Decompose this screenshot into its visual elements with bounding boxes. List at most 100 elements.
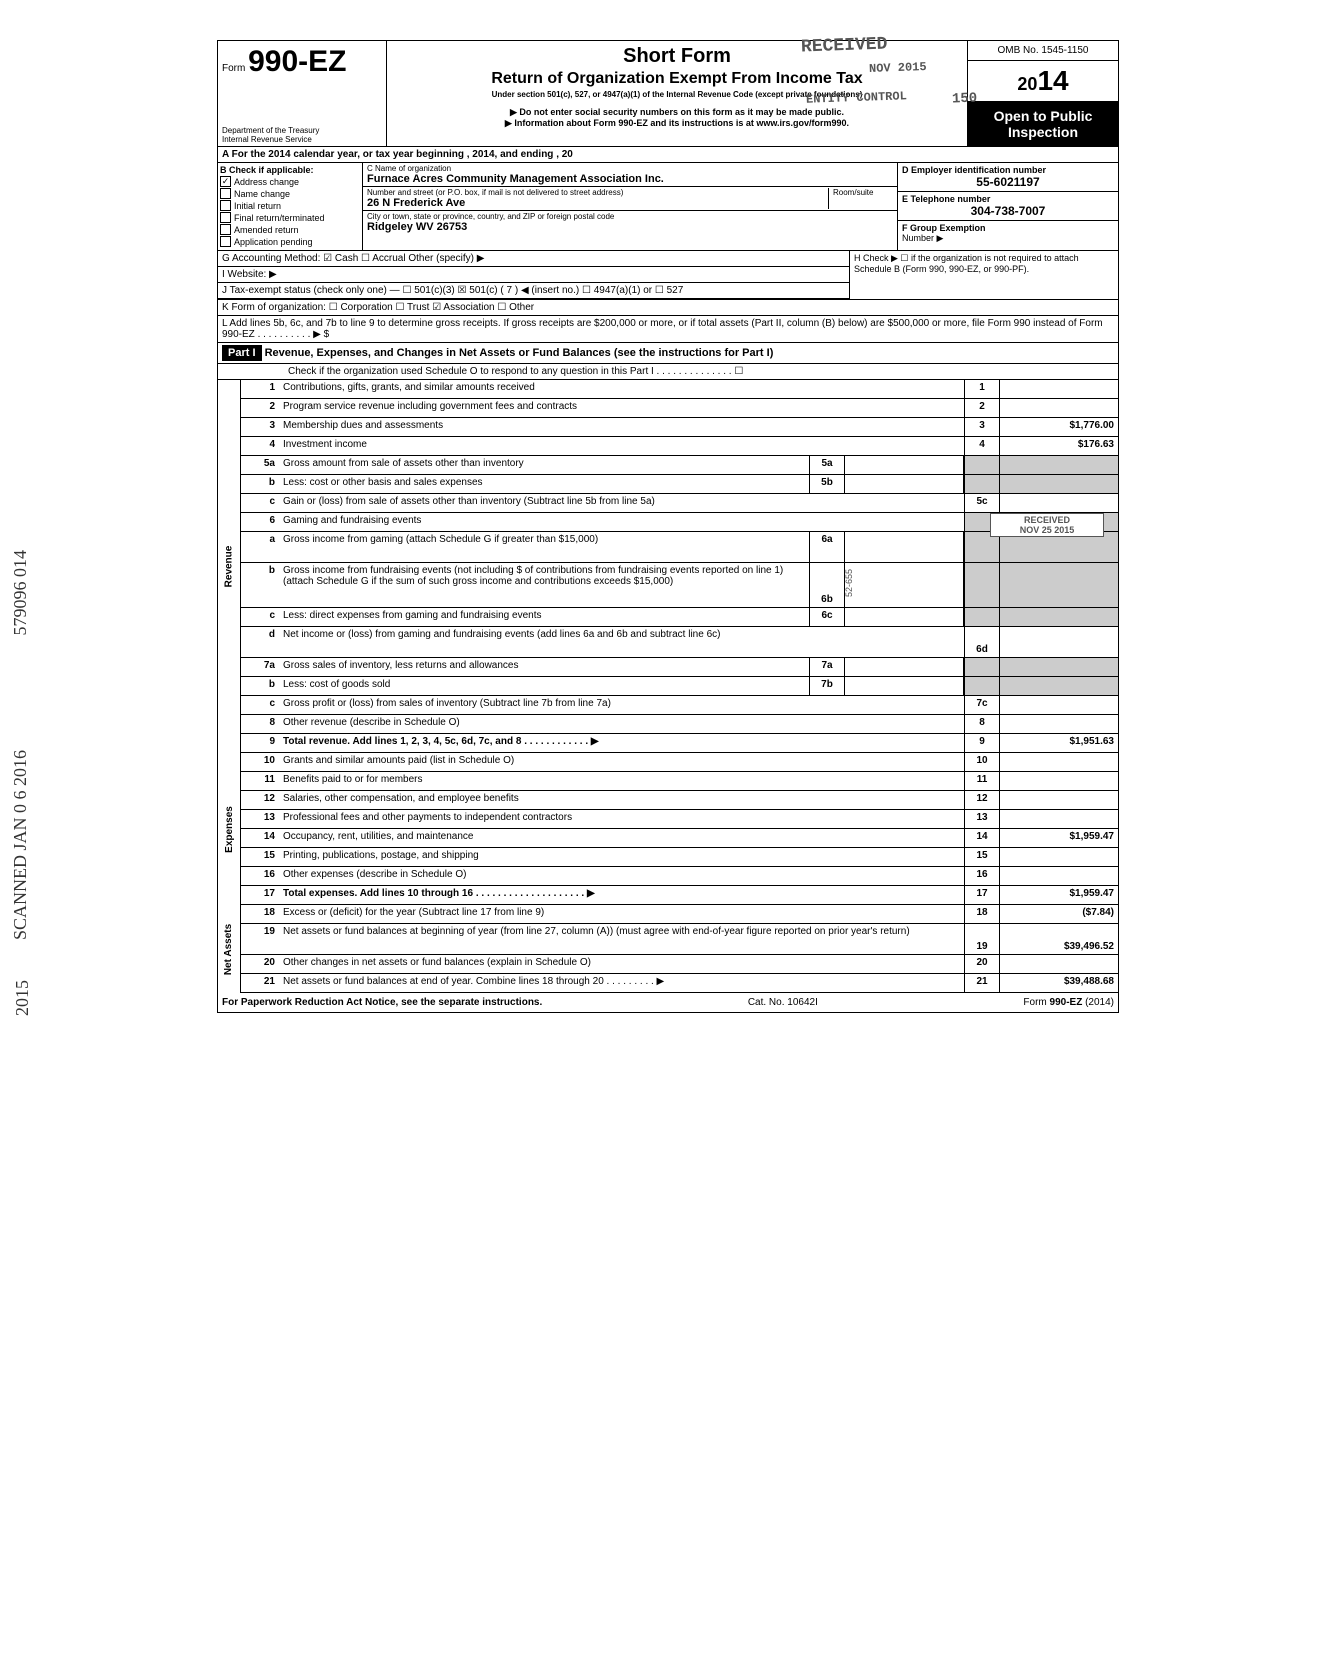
footer: For Paperwork Reduction Act Notice, see …: [218, 993, 1118, 1012]
l7a-mval: [845, 658, 964, 676]
l4-rnum: 4: [964, 437, 1000, 455]
l6d-rnum: 6d: [964, 627, 1000, 657]
l6a-mnum: 6a: [809, 532, 845, 562]
side-mark-2: SCANNED JAN 0 6 2016: [10, 750, 31, 940]
l13-desc: Professional fees and other payments to …: [279, 810, 964, 828]
line-h-schedule-b: H Check ▶ ☐ if the organization is not r…: [849, 251, 1118, 299]
l8-rval: [1000, 715, 1118, 733]
cb-address-change[interactable]: ✓Address change: [220, 176, 360, 187]
line-k-form-org: K Form of organization: ☐ Corporation ☐ …: [218, 300, 1118, 316]
form-number: 990-EZ: [248, 45, 346, 78]
l1-rval: [1000, 380, 1118, 398]
l5a-desc: Gross amount from sale of assets other t…: [279, 456, 809, 474]
l7b-num: b: [241, 677, 279, 695]
l6b-rshade: [964, 563, 1000, 607]
l6-num: 6: [241, 513, 279, 531]
l6d-num: d: [241, 627, 279, 657]
l19-desc: Net assets or fund balances at beginning…: [279, 924, 964, 954]
l19-rnum: 19: [964, 924, 1000, 954]
line-g-accounting: G Accounting Method: ☑ Cash ☐ Accrual Ot…: [218, 251, 849, 267]
open-line2: Inspection: [970, 124, 1116, 140]
l6a-num: a: [241, 532, 279, 562]
l5a-mnum: 5a: [809, 456, 845, 474]
l6c-rvalshade: [1000, 608, 1118, 626]
l2-rnum: 2: [964, 399, 1000, 417]
l18-desc: Excess or (deficit) for the year (Subtra…: [279, 905, 964, 923]
expenses-label: Expenses: [224, 806, 235, 853]
arrow-info: ▶ Information about Form 990-EZ and its …: [391, 118, 963, 129]
stamp-box-l1: RECEIVED: [992, 515, 1102, 525]
l3-desc: Membership dues and assessments: [279, 418, 964, 436]
part1-header-row: Part I Revenue, Expenses, and Changes in…: [218, 343, 1118, 364]
l15-rval: [1000, 848, 1118, 866]
f-group-label2: Number ▶: [902, 233, 1114, 244]
l6c-rshade: [964, 608, 1000, 626]
cb-initial-return[interactable]: Initial return: [220, 200, 360, 211]
netassets-label: Net Assets: [224, 923, 235, 974]
l2-rval: [1000, 399, 1118, 417]
l20-rval: [1000, 955, 1118, 973]
e-phone-label: E Telephone number: [902, 194, 1114, 204]
l5b-rshade: [964, 475, 1000, 493]
section-bcdef: B Check if applicable: ✓Address change N…: [218, 163, 1118, 251]
col-b-checkboxes: B Check if applicable: ✓Address change N…: [218, 163, 363, 250]
cb-name-change[interactable]: Name change: [220, 188, 360, 199]
l3-num: 3: [241, 418, 279, 436]
part1-label: Part I: [222, 345, 262, 361]
l6a-desc: Gross income from gaming (attach Schedul…: [279, 532, 809, 562]
l7b-rvalshade: [1000, 677, 1118, 695]
open-inspection: Open to Public Inspection: [968, 102, 1118, 146]
l5a-rshade: [964, 456, 1000, 474]
l7a-rvalshade: [1000, 658, 1118, 676]
form-990ez: Form 990-EZ Department of the Treasury I…: [217, 40, 1119, 1013]
l9-desc: Total revenue. Add lines 1, 2, 3, 4, 5c,…: [279, 734, 964, 752]
cb-amended[interactable]: Amended return: [220, 224, 360, 235]
l5b-num: b: [241, 475, 279, 493]
cb-label-0: Address change: [234, 177, 299, 187]
l14-rval: $1,959.47: [1000, 829, 1118, 847]
c-street-value: 26 N Frederick Ave: [367, 197, 828, 209]
cb-label-4: Amended return: [234, 225, 299, 235]
l7b-rshade: [964, 677, 1000, 695]
col-def: D Employer identification number 55-6021…: [898, 163, 1118, 250]
l10-num: 10: [241, 753, 279, 771]
l19-rval: $39,496.52: [1000, 924, 1118, 954]
l15-rnum: 15: [964, 848, 1000, 866]
l5c-num: c: [241, 494, 279, 512]
header-left: Form 990-EZ Department of the Treasury I…: [218, 41, 387, 146]
footer-form: Form 990-EZ (2014): [1023, 997, 1114, 1008]
l6b-rvalshade: [1000, 563, 1118, 607]
cb-final-return[interactable]: Final return/terminated: [220, 212, 360, 223]
l4-num: 4: [241, 437, 279, 455]
l16-num: 16: [241, 867, 279, 885]
l1-num: 1: [241, 380, 279, 398]
side-mark-1: 579096 014: [10, 550, 31, 636]
l9-rval: $1,951.63: [1000, 734, 1118, 752]
l6c-desc: Less: direct expenses from gaming and fu…: [279, 608, 809, 626]
footer-catno: Cat. No. 10642I: [748, 997, 818, 1008]
tax-year: 2014: [968, 61, 1118, 102]
l16-desc: Other expenses (describe in Schedule O): [279, 867, 964, 885]
part1-title: Revenue, Expenses, and Changes in Net As…: [265, 347, 774, 359]
form-prefix: Form: [222, 63, 245, 74]
l20-num: 20: [241, 955, 279, 973]
l13-rval: [1000, 810, 1118, 828]
row-a-tax-year: A For the 2014 calendar year, or tax yea…: [218, 147, 1118, 163]
l6b-num: b: [241, 563, 279, 607]
l16-rval: [1000, 867, 1118, 885]
f-group-label: F Group Exemption: [902, 223, 1114, 233]
cb-app-pending[interactable]: Application pending: [220, 236, 360, 247]
col-c-org-info: C Name of organization Furnace Acres Com…: [363, 163, 898, 250]
l5a-rvalshade: [1000, 456, 1118, 474]
l5b-mval: [845, 475, 964, 493]
l21-num: 21: [241, 974, 279, 992]
footer-paperwork: For Paperwork Reduction Act Notice, see …: [222, 997, 542, 1008]
l21-rnum: 21: [964, 974, 1000, 992]
l6b-mval: 52-655: [845, 563, 964, 607]
l10-desc: Grants and similar amounts paid (list in…: [279, 753, 964, 771]
l15-num: 15: [241, 848, 279, 866]
part1-check: Check if the organization used Schedule …: [218, 364, 1118, 380]
l5a-num: 5a: [241, 456, 279, 474]
l11-rval: [1000, 772, 1118, 790]
l12-desc: Salaries, other compensation, and employ…: [279, 791, 964, 809]
